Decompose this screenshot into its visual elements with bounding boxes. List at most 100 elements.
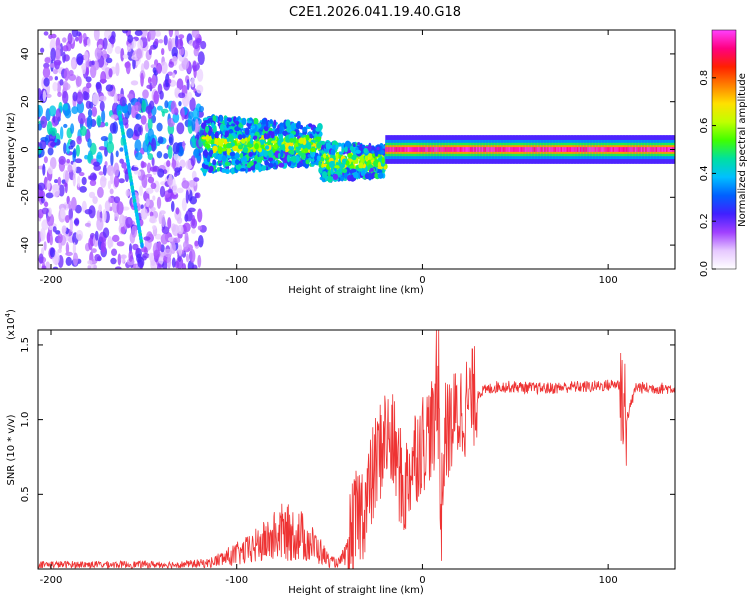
spectrogram-cell [652,147,655,152]
spectrogram-cell [628,147,631,152]
y-tick-label: 40 [20,48,31,61]
spectrogram-cell [559,147,562,152]
spectrogram-cell [563,147,566,152]
spectrogram-cell [569,147,572,152]
spectrogram-cell [109,170,114,185]
spectrogram-cell [302,126,308,133]
spectrogram-cell [371,153,376,158]
spectrogram-cell [295,155,300,164]
spectrogram-cell [576,147,579,152]
spectrogram-cell [585,147,588,152]
spectrogram-cell [623,147,625,152]
spectrogram-cell [618,147,621,152]
spectrogram-cell [164,248,172,258]
spectrogram-cell [61,225,67,233]
spectrogram-cell [170,240,176,255]
spectrogram-cell [508,147,511,152]
spectrogram-cell [447,147,450,152]
spectrogram-cell [44,57,51,64]
spectrogram-cell [52,266,59,269]
y-tick-label: -20 [20,189,31,205]
spectrogram-cell [332,173,339,181]
spectrogram-cell [77,112,86,125]
spectrogram-cell [419,147,422,152]
spectrogram-cell [172,142,180,155]
spectrogram-cell [191,264,198,269]
spectrogram-cell [588,147,591,152]
x-tick-label: 0 [419,575,425,586]
spectrogram-cell [141,162,147,168]
spectrogram-cell [171,257,176,268]
spectrogram-cell [187,207,196,213]
spectrogram-cell [179,159,186,168]
spectrogram-cell [499,147,502,152]
spectrogram-cell [250,132,256,137]
spectrogram-cell [182,240,189,251]
spectrogram-cell [406,147,409,152]
spectrogram-cell [75,36,79,42]
spectrogram-cell [254,163,260,170]
spectrogram-cell [343,171,348,179]
spectrogram-cell [228,129,234,134]
spectrogram-cell [74,158,83,164]
spectrogram-cell [298,137,305,144]
spectrogram-cell [91,106,98,118]
spectrogram-cell [146,162,152,174]
spectrogram-cell [353,171,359,179]
spectrogram-cell [100,241,106,253]
spectrogram-cell [157,241,162,252]
spectrogram-cell [603,147,606,152]
spectrogram-cell [94,230,99,241]
spectrogram-cell [65,256,72,267]
spectrogram-cell [286,154,291,163]
spectrogram-cell [536,147,539,152]
spectrogram-cell [270,131,275,139]
spectrogram-cell [62,90,69,104]
spectrogram-cell [381,157,385,164]
spectrogram-cell [196,68,204,82]
spectrogram-cell [218,162,222,167]
spectrogram-cell [135,152,143,161]
spectrogram-cell [38,104,44,118]
spectrogram-cell [606,147,609,152]
spectrogram-cell [200,122,207,130]
spectrogram-cell [140,207,148,220]
spectrogram-cell [217,146,223,155]
spectrogram-cell [192,60,197,73]
spectrogram-cell [560,147,563,152]
spectrogram-cell [428,147,431,152]
spectrogram-cell [166,160,171,167]
spectrogram-cell [648,147,651,152]
spectrogram-cell [161,111,165,117]
spectrogram-cell [611,147,614,152]
spectrogram-cell [235,120,240,126]
spectrogram-cell [88,175,94,181]
spectrogram-cell [116,201,124,215]
spectrogram-cell [58,184,65,197]
spectrogram-cell [338,151,343,155]
spectrogram-cell [57,176,62,186]
spectrogram-cell [176,187,184,194]
spectrogram-cell [172,112,180,124]
spectrogram-cell [164,100,169,109]
spectrogram-cell [341,168,348,174]
spectrogram-cell [579,147,582,152]
spectrogram-cell [170,200,175,212]
spectrogram-cell [40,227,46,242]
spectrogram-cell [514,147,517,152]
spectrogram-cell [121,162,127,169]
spectrogram-cell [339,163,346,169]
spectrogram-cell [67,164,73,173]
spectrogram-cell [150,182,157,190]
spectrogram-cell [640,147,643,152]
spectrogram-cell [63,182,68,187]
spectrogram-cell [168,78,172,84]
spectrogram-cell [501,147,504,152]
spectrogram-cell [48,75,53,81]
spectrogram-cell [148,48,152,56]
spectrogram-cell [477,147,480,152]
spectrogram-cell [420,147,423,152]
spectrogram-cell [99,100,105,112]
spectrogram-cell [106,141,115,154]
spectrogram-cell [550,147,553,152]
